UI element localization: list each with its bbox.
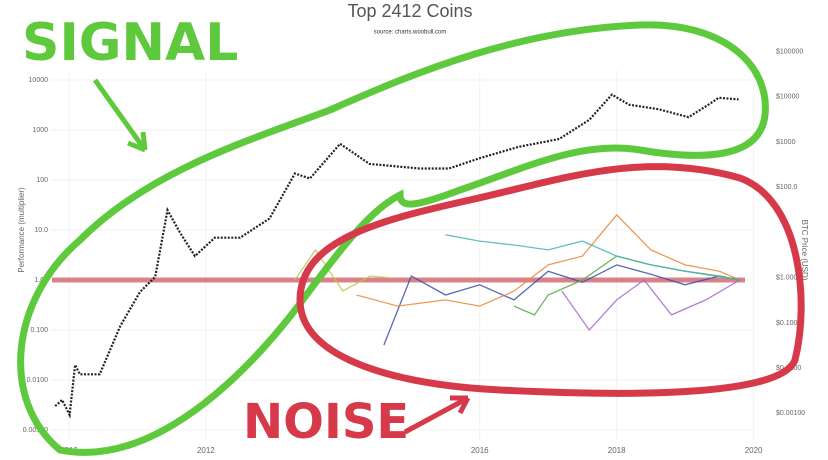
series-line	[445, 234, 741, 281]
y-tick-label: 10.0	[34, 227, 48, 234]
y-tick-label: 100	[36, 177, 48, 184]
y-axis-label: Performance (multiplier)	[17, 187, 26, 273]
y-tick-label: 10000	[29, 77, 49, 84]
noise-arrow	[403, 395, 471, 435]
y-tick-label: 0.100	[30, 327, 48, 334]
series-line	[294, 248, 391, 292]
y2-tick-label: $0.00100	[776, 410, 805, 417]
plot-area: 10000100010010.01.000.1000.01000.00100$1…	[23, 48, 806, 455]
y2-tick-label: $1.000	[776, 275, 798, 282]
y2-tick-label: $100.0	[776, 184, 798, 191]
series-line	[356, 213, 741, 307]
y2-tick-label: $0.100	[776, 320, 798, 327]
series-line	[54, 93, 739, 419]
signal-annotation: SIGNAL	[22, 13, 238, 73]
y-tick-label: 0.00100	[23, 427, 48, 434]
series-line	[561, 279, 741, 332]
noise-annotation: NOISE	[243, 394, 409, 450]
y-tick-label: 0.0100	[27, 377, 49, 384]
signal-outline	[17, 21, 769, 456]
chart-subtitle: source: charts.woobull.com	[374, 30, 447, 36]
x-tick-label: 2018	[608, 446, 626, 455]
noise-outline	[296, 163, 805, 397]
x-tick-label: 2016	[471, 446, 489, 455]
x-tick-label: 2012	[197, 446, 215, 455]
y2-tick-label: $10000	[776, 94, 799, 101]
y2-tick-label: $1000	[776, 139, 796, 146]
signal-arrow	[92, 78, 148, 153]
y2-tick-label: $100000	[776, 48, 803, 55]
series-line	[383, 264, 741, 346]
x-tick-label: 2020	[745, 446, 763, 455]
y2-axis-label: BTC Price (USD)	[800, 220, 809, 281]
chart-title: Top 2412 Coins	[347, 1, 472, 21]
y-tick-label: 1000	[32, 127, 48, 134]
